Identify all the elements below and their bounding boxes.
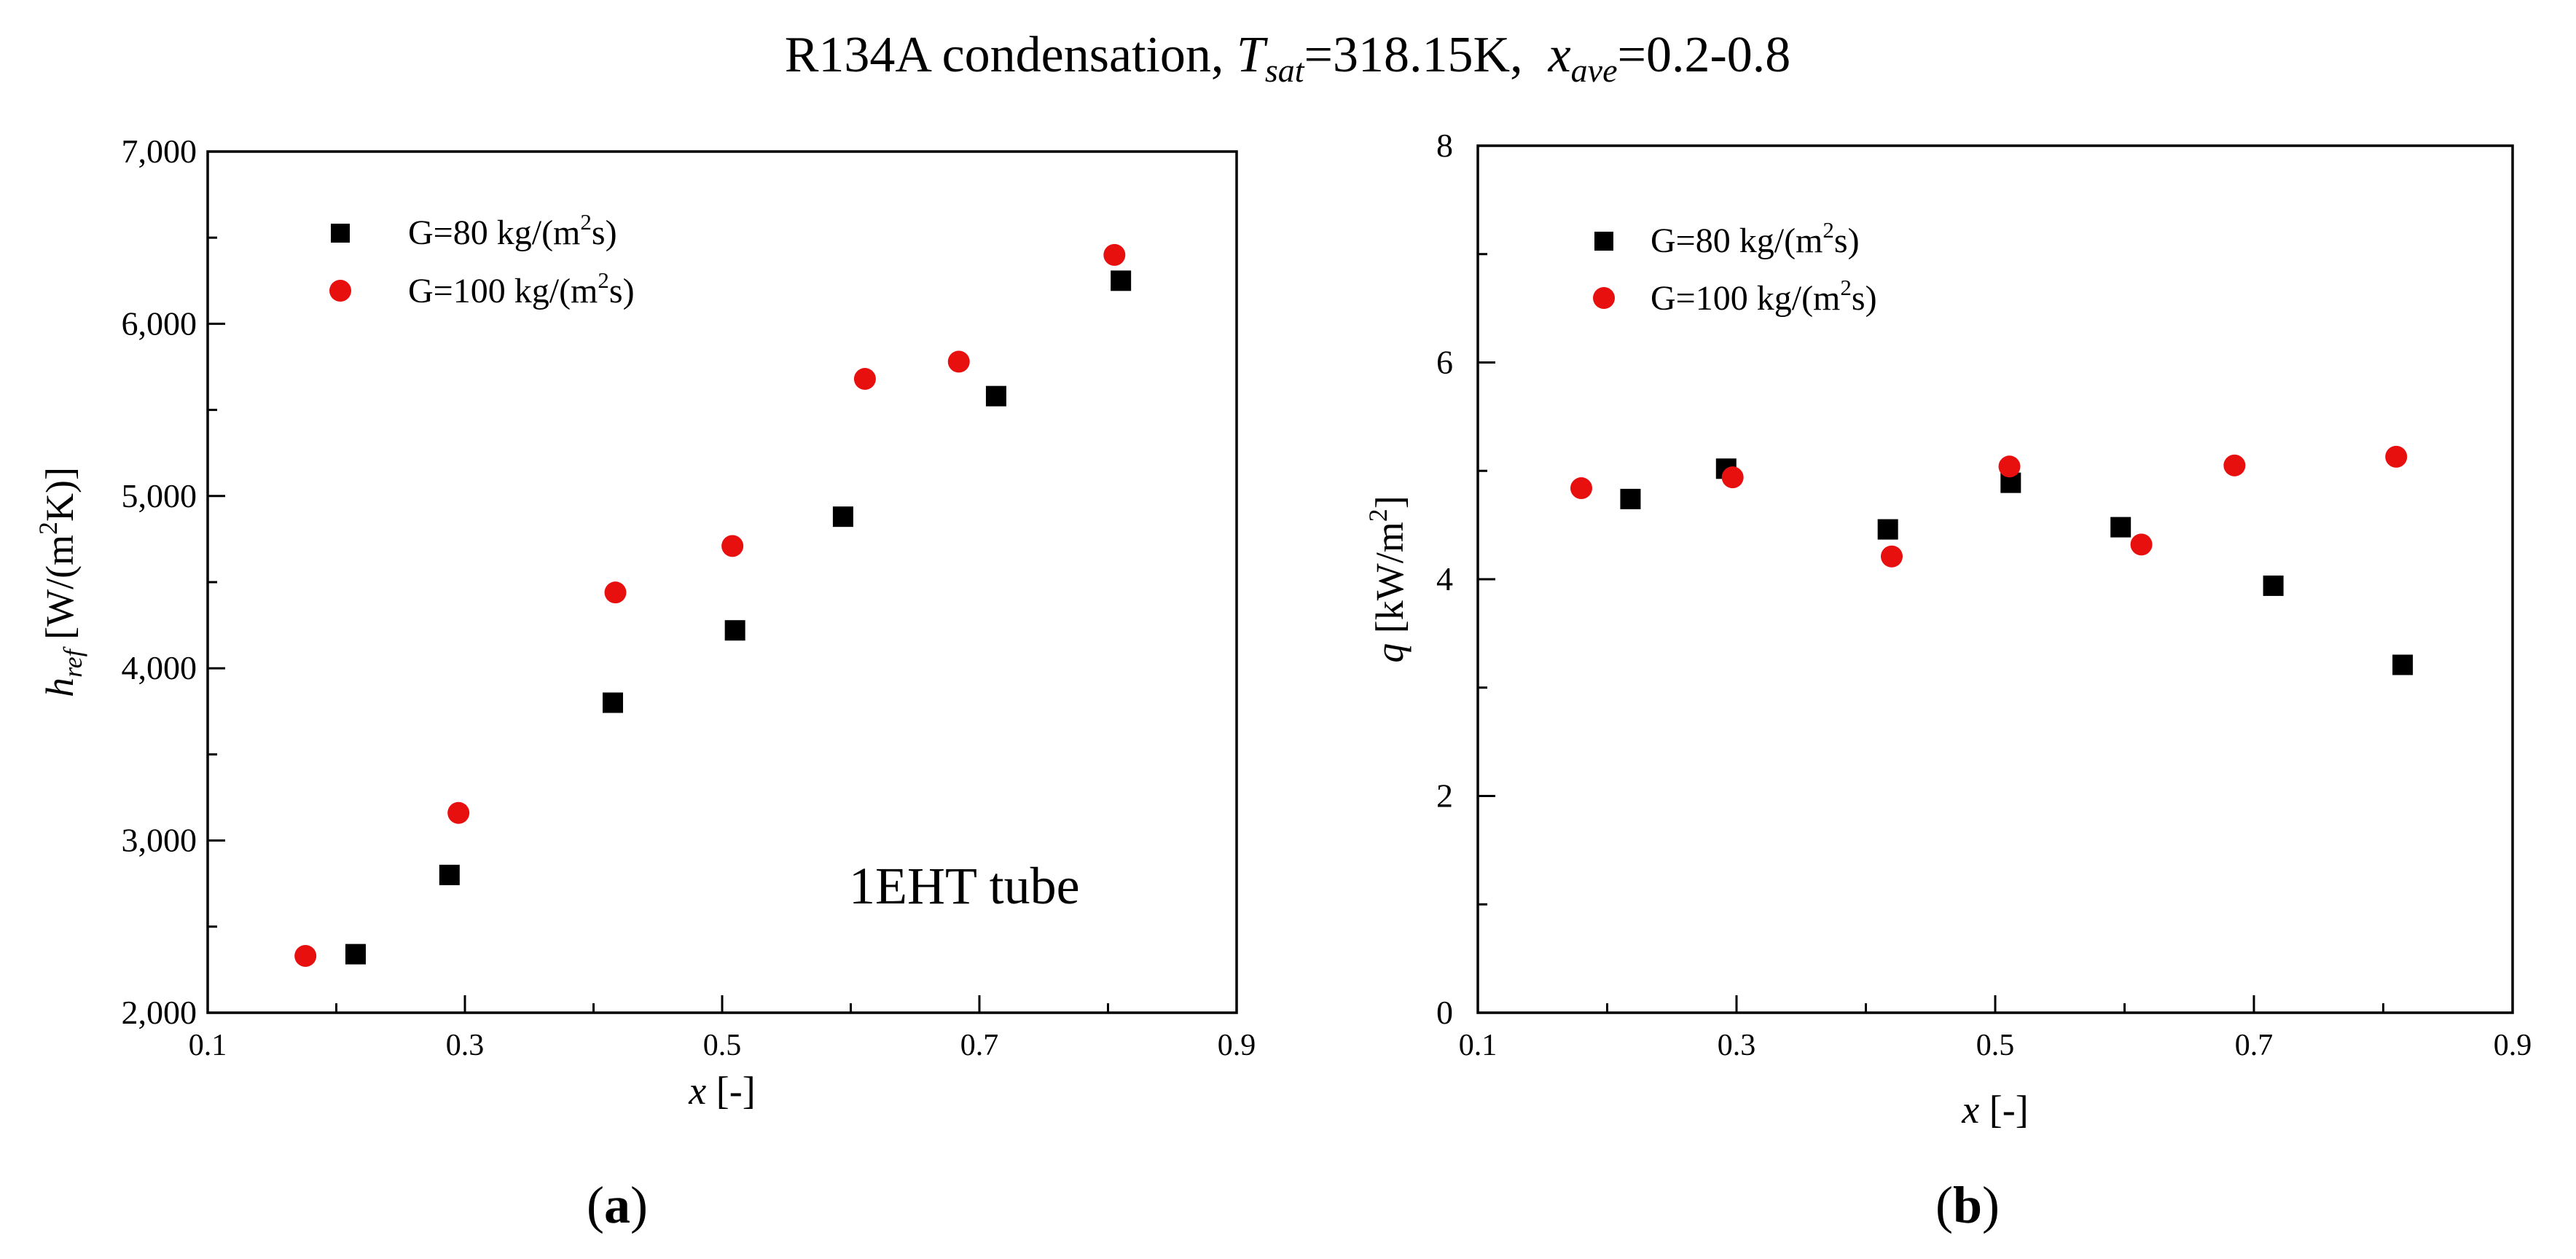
panel-b-chart: 0.1 0.3 0.5 0.7 0.9 0 2 4 6 8 G=80 kg/(m2s) G=10… <box>1363 127 2532 1234</box>
panel-b-y-tick-label: 0 <box>1436 994 1453 1031</box>
panel-b-x-tick-label: 0.9 <box>2494 1029 2532 1062</box>
panel-b-point-g100-6 <box>2223 454 2246 476</box>
panel-b-point-g80-7 <box>2392 654 2413 675</box>
panel-a-legend-marker-g100 <box>329 280 351 302</box>
panel-a-x-ticks: 0.1 0.3 0.5 0.7 0.9 <box>189 995 1256 1062</box>
panel-a-legend-label-g80: G=80 kg/(m2s) <box>408 209 617 252</box>
panel-a-point-g80-2 <box>439 864 460 885</box>
panel-a-y-tick-label: 7,000 <box>122 133 197 170</box>
figure-title: R134A condensation, Tsat=318.15K, xave=0… <box>785 27 1791 89</box>
panel-b-y-axis-label: q [kW/m2] <box>1363 495 1412 662</box>
panel-a-point-g100-7 <box>1103 243 1126 266</box>
panel-a-point-g80-7 <box>1111 270 1132 291</box>
panel-a-plot-frame <box>206 150 1238 1014</box>
panel-a-y-tick-label: 3,000 <box>122 822 197 859</box>
panel-b-legend-label-g100: G=100 kg/(m2s) <box>1651 275 1877 318</box>
panel-a-x-tick-label: 0.5 <box>703 1029 742 1062</box>
panel-b-point-g100-5 <box>2130 533 2153 556</box>
title-x-value: =0.2-0.8 <box>1618 27 1791 83</box>
panel-a-y-tick-label: 2,000 <box>122 994 197 1031</box>
panel-a-legend-label-g100: G=100 kg/(m2s) <box>408 267 635 310</box>
panel-a-point-g100-2 <box>447 801 470 824</box>
title-t-sub: sat <box>1265 52 1305 89</box>
title-t-symbol: T <box>1237 27 1269 83</box>
panel-a-x-axis-label: x [-] <box>688 1069 755 1113</box>
panel-b-y-tick-label: 6 <box>1436 344 1453 381</box>
panel-b-point-g100-7 <box>2385 445 2408 468</box>
panel-b-y-ticks: 0 2 4 6 8 <box>1436 127 1495 1031</box>
panel-a-x-tick-label: 0.1 <box>189 1029 227 1062</box>
panel-b-x-tick-label: 0.3 <box>1718 1029 1756 1062</box>
panel-a-y-tick-label: 6,000 <box>122 305 197 342</box>
panel-a-point-g80-6 <box>985 385 1006 407</box>
panel-b-legend: G=80 kg/(m2s) G=100 kg/(m2s) <box>1593 217 1877 318</box>
panel-b-legend-marker-g100 <box>1593 287 1615 309</box>
panel-b-data-points <box>1570 445 2413 675</box>
panel-a-point-g80-4 <box>724 620 745 641</box>
panel-a-point-g80-3 <box>602 692 623 713</box>
panel-b-plot-frame <box>1476 144 2514 1014</box>
panel-a-legend: G=80 kg/(m2s) G=100 kg/(m2s) <box>329 209 635 310</box>
panel-a-y-axis-label: href [W/(m2K)] <box>34 467 87 697</box>
panel-a-x-tick-label: 0.9 <box>1218 1029 1256 1062</box>
panel-a-y-ticks: 2,000 3,000 4,000 5,000 6,000 7,000 <box>122 133 225 1031</box>
panel-b-point-g100-4 <box>1998 455 2021 478</box>
panel-b-label: (b) <box>1935 1176 2000 1234</box>
title-x-symbol: x <box>1548 27 1571 83</box>
panel-b-point-g80-6 <box>2263 575 2284 596</box>
panel-b-x-tick-label: 0.5 <box>1976 1029 2015 1062</box>
panel-b-x-tick-label: 0.7 <box>2235 1029 2274 1062</box>
title-x-sub: ave <box>1571 52 1618 89</box>
panel-a-point-g100-4 <box>721 535 744 557</box>
panel-b-y-tick-label: 2 <box>1436 777 1453 815</box>
panel-a-point-g100-1 <box>294 944 317 967</box>
panel-a-point-g80-1 <box>345 944 366 965</box>
panel-a-data-points <box>294 243 1132 967</box>
panel-b-point-g100-2 <box>1721 466 1744 489</box>
panel-a-x-tick-label: 0.3 <box>446 1029 485 1062</box>
panel-a-x-tick-label: 0.7 <box>960 1029 999 1062</box>
panel-a-y-tick-label: 4,000 <box>122 649 197 686</box>
panel-b-x-tick-label: 0.1 <box>1459 1029 1498 1062</box>
panel-a-point-g100-6 <box>947 350 970 373</box>
panel-b-point-g100-1 <box>1570 477 1592 500</box>
panel-a-chart: 0.1 0.3 0.5 0.7 0.9 2,000 3,000 4,000 5,000 6,00… <box>34 133 1256 1234</box>
panel-b-x-axis-label: x [-] <box>1961 1088 2028 1131</box>
panel-b-point-g80-3 <box>1877 519 1898 540</box>
panel-b-legend-marker-g80 <box>1594 232 1613 251</box>
panel-a-y-tick-label: 5,000 <box>122 477 197 514</box>
panel-a-point-g100-3 <box>604 581 627 604</box>
panel-a-label: (a) <box>587 1176 648 1234</box>
panel-b-point-g100-3 <box>1881 545 1903 568</box>
panel-b-y-tick-label: 8 <box>1436 127 1453 164</box>
panel-b-legend-label-g80: G=80 kg/(m2s) <box>1651 217 1860 260</box>
panel-a-legend-marker-g80 <box>331 224 350 243</box>
panel-b-point-g80-1 <box>1620 488 1641 509</box>
panel-a-point-g100-5 <box>853 368 876 391</box>
panel-a-point-g80-5 <box>832 506 853 527</box>
panel-b-point-g80-5 <box>2110 517 2131 538</box>
panel-b-y-tick-label: 4 <box>1436 560 1453 597</box>
panel-a-annotation: 1EHT tube <box>849 857 1080 915</box>
panel-b-x-ticks: 0.1 0.3 0.5 0.7 0.9 <box>1459 995 2532 1062</box>
title-t-value: =318.15K, <box>1304 27 1549 83</box>
title-prefix: R134A condensation, <box>785 27 1237 83</box>
